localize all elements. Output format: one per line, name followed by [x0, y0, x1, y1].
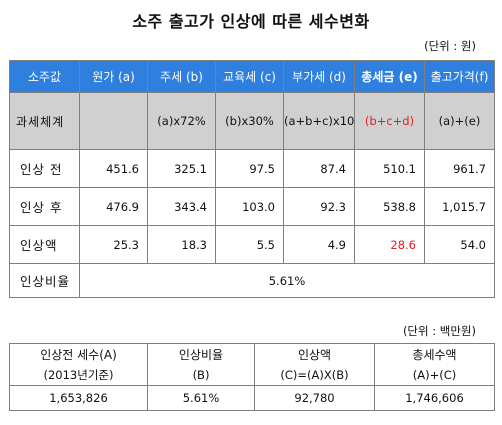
- row-label: 인상 전: [9, 149, 80, 188]
- header-cell: 총세수액: [374, 343, 495, 366]
- header-cell: 소주값: [9, 60, 80, 93]
- header-cell: (2013년기준): [9, 365, 148, 386]
- ratio-row: 인상비율 5.61%: [9, 263, 495, 298]
- value-cell: 451.6: [79, 149, 148, 188]
- row-label: 인상 후: [9, 187, 80, 226]
- header-cell: 인상전 세수(A): [9, 343, 148, 366]
- header-cell: 출고가격(f): [424, 60, 495, 93]
- table-row: 인상액 25.3 18.3 5.5 4.9 28.6 54.0: [9, 225, 495, 264]
- value-cell: 1,653,826: [9, 385, 148, 411]
- row-label: 인상액: [9, 225, 80, 264]
- value-cell: 54.0: [424, 225, 495, 264]
- unit-label-won: (단위 : 원): [424, 39, 476, 53]
- value-cell: 97.5: [215, 149, 284, 188]
- summary-value-row: 1,653,826 5.61% 92,780 1,746,606: [9, 385, 495, 411]
- value-cell: 5.61%: [147, 385, 255, 411]
- table-header-row: 소주값 원가 (a) 주세 (b) 교육세 (c) 부가세 (d) 총세금 (e…: [9, 60, 495, 93]
- header-cell: (A)+(C): [374, 365, 495, 386]
- value-cell: 510.1: [354, 149, 425, 188]
- value-cell: 4.9: [283, 225, 355, 264]
- unit-label-million: (단위 : 백만원): [402, 324, 476, 338]
- tax-change-table: 소주값 원가 (a) 주세 (b) 교육세 (c) 부가세 (d) 총세금 (e…: [9, 60, 495, 298]
- header-cell: 인상액: [254, 343, 375, 366]
- value-cell: 18.3: [147, 225, 216, 264]
- value-cell: 92,780: [254, 385, 375, 411]
- formula-cell: (a)+(e): [424, 92, 495, 150]
- value-cell: 25.3: [79, 225, 148, 264]
- header-cell: 주세 (b): [147, 60, 216, 93]
- value-cell: 476.9: [79, 187, 148, 226]
- value-cell: 1,015.7: [424, 187, 495, 226]
- header-cell-total-tax: 총세금 (e): [354, 60, 425, 93]
- row-label: 과세체계: [9, 92, 80, 150]
- summary-header-row: 인상전 세수(A) 인상비율 인상액 총세수액: [9, 343, 495, 366]
- header-cell: 원가 (a): [79, 60, 148, 93]
- table-row: 인상 전 451.6 325.1 97.5 87.4 510.1 961.7: [9, 149, 495, 188]
- value-cell: 538.8: [354, 187, 425, 226]
- value-cell: 103.0: [215, 187, 284, 226]
- header-cell: (B): [147, 365, 255, 386]
- header-cell: 교육세 (c): [215, 60, 284, 93]
- row-label: 인상비율: [9, 263, 80, 298]
- header-cell: 인상비율: [147, 343, 255, 366]
- value-cell: 325.1: [147, 149, 216, 188]
- ratio-value: 5.61%: [79, 263, 495, 298]
- formula-cell: (a)x72%: [147, 92, 216, 150]
- value-cell: 5.5: [215, 225, 284, 264]
- header-cell: 부가세 (d): [283, 60, 355, 93]
- value-cell: 343.4: [147, 187, 216, 226]
- value-cell: 92.3: [283, 187, 355, 226]
- formula-cell: (b)x30%: [215, 92, 284, 150]
- value-cell-highlight: 28.6: [354, 225, 425, 264]
- summary-header-row: (2013년기준) (B) (C)=(A)X(B) (A)+(C): [9, 365, 495, 386]
- revenue-summary-table: 인상전 세수(A) 인상비율 인상액 총세수액 (2013년기준) (B) (C…: [9, 343, 495, 411]
- formula-cell: [79, 92, 148, 150]
- value-cell: 1,746,606: [374, 385, 495, 411]
- page-title: 소주 출고가 인상에 따른 세수변화: [132, 12, 370, 31]
- value-cell: 961.7: [424, 149, 495, 188]
- tax-system-row: 과세체계 (a)x72% (b)x30% (a+b+c)x10% (b+c+d)…: [9, 92, 495, 150]
- header-cell: (C)=(A)X(B): [254, 365, 375, 386]
- formula-cell: (b+c+d): [354, 92, 425, 150]
- value-cell: 87.4: [283, 149, 355, 188]
- table-row: 인상 후 476.9 343.4 103.0 92.3 538.8 1,015.…: [9, 187, 495, 226]
- formula-cell: (a+b+c)x10%: [283, 92, 355, 150]
